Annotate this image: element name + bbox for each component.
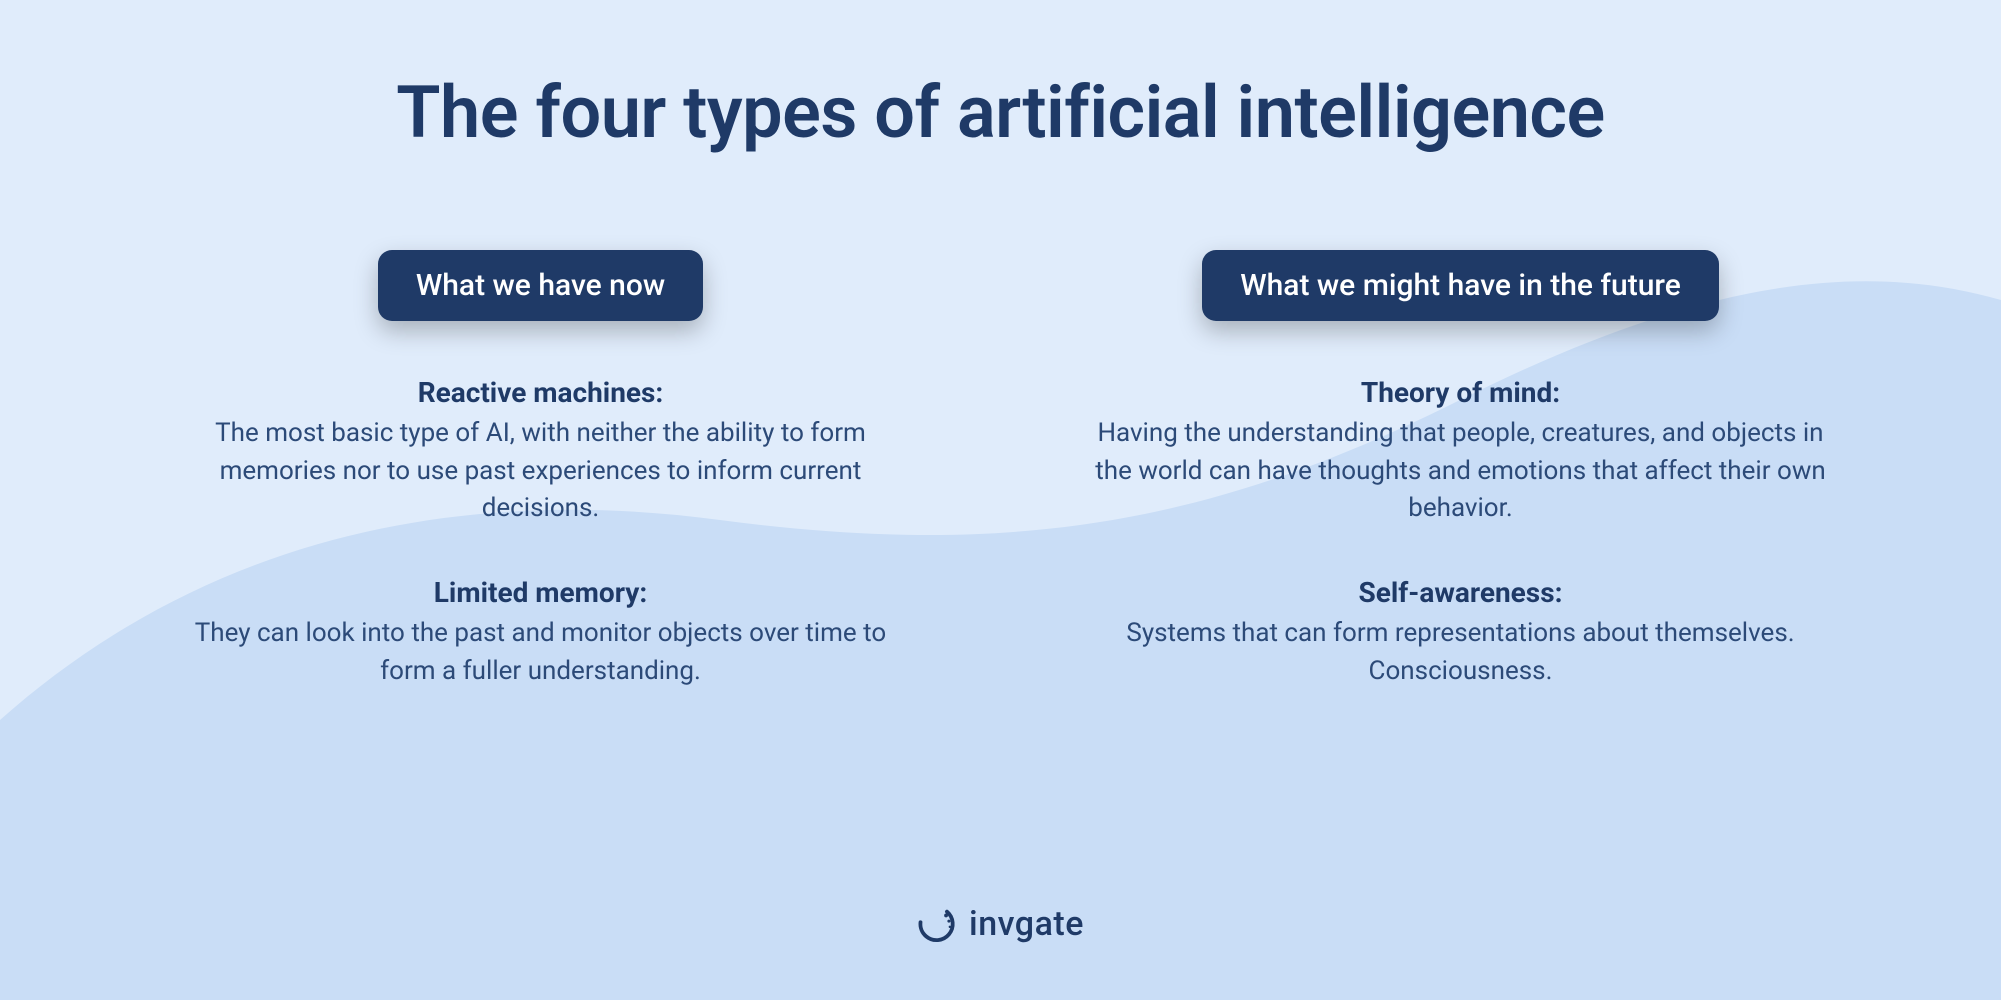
- item-reactive-machines: Reactive machines: The most basic type o…: [171, 376, 911, 528]
- column-items-future: Theory of mind: Having the understanding…: [1091, 376, 1831, 690]
- page-title: The four types of artificial intelligenc…: [396, 70, 1604, 155]
- brand-logo-text: invgate: [969, 904, 1084, 944]
- item-title: Self-awareness:: [1091, 576, 1831, 609]
- brand-logo-icon: [917, 905, 955, 943]
- column-present: What we have now Reactive machines: The …: [171, 250, 911, 690]
- item-limited-memory: Limited memory: They can look into the p…: [171, 576, 911, 690]
- columns-container: What we have now Reactive machines: The …: [0, 250, 2001, 690]
- column-heading-future: What we might have in the future: [1202, 250, 1719, 321]
- item-title: Theory of mind:: [1091, 376, 1831, 409]
- item-title: Reactive machines:: [171, 376, 911, 409]
- item-desc: The most basic type of AI, with neither …: [171, 415, 911, 528]
- column-heading-present: What we have now: [378, 250, 703, 321]
- brand-logo: invgate: [917, 904, 1084, 944]
- column-items-present: Reactive machines: The most basic type o…: [171, 376, 911, 690]
- item-title: Limited memory:: [171, 576, 911, 609]
- item-desc: They can look into the past and monitor …: [171, 615, 911, 690]
- item-self-awareness: Self-awareness: Systems that can form re…: [1091, 576, 1831, 690]
- item-theory-of-mind: Theory of mind: Having the understanding…: [1091, 376, 1831, 528]
- column-future: What we might have in the future Theory …: [1091, 250, 1831, 690]
- item-desc: Systems that can form representations ab…: [1091, 615, 1831, 690]
- item-desc: Having the understanding that people, cr…: [1091, 415, 1831, 528]
